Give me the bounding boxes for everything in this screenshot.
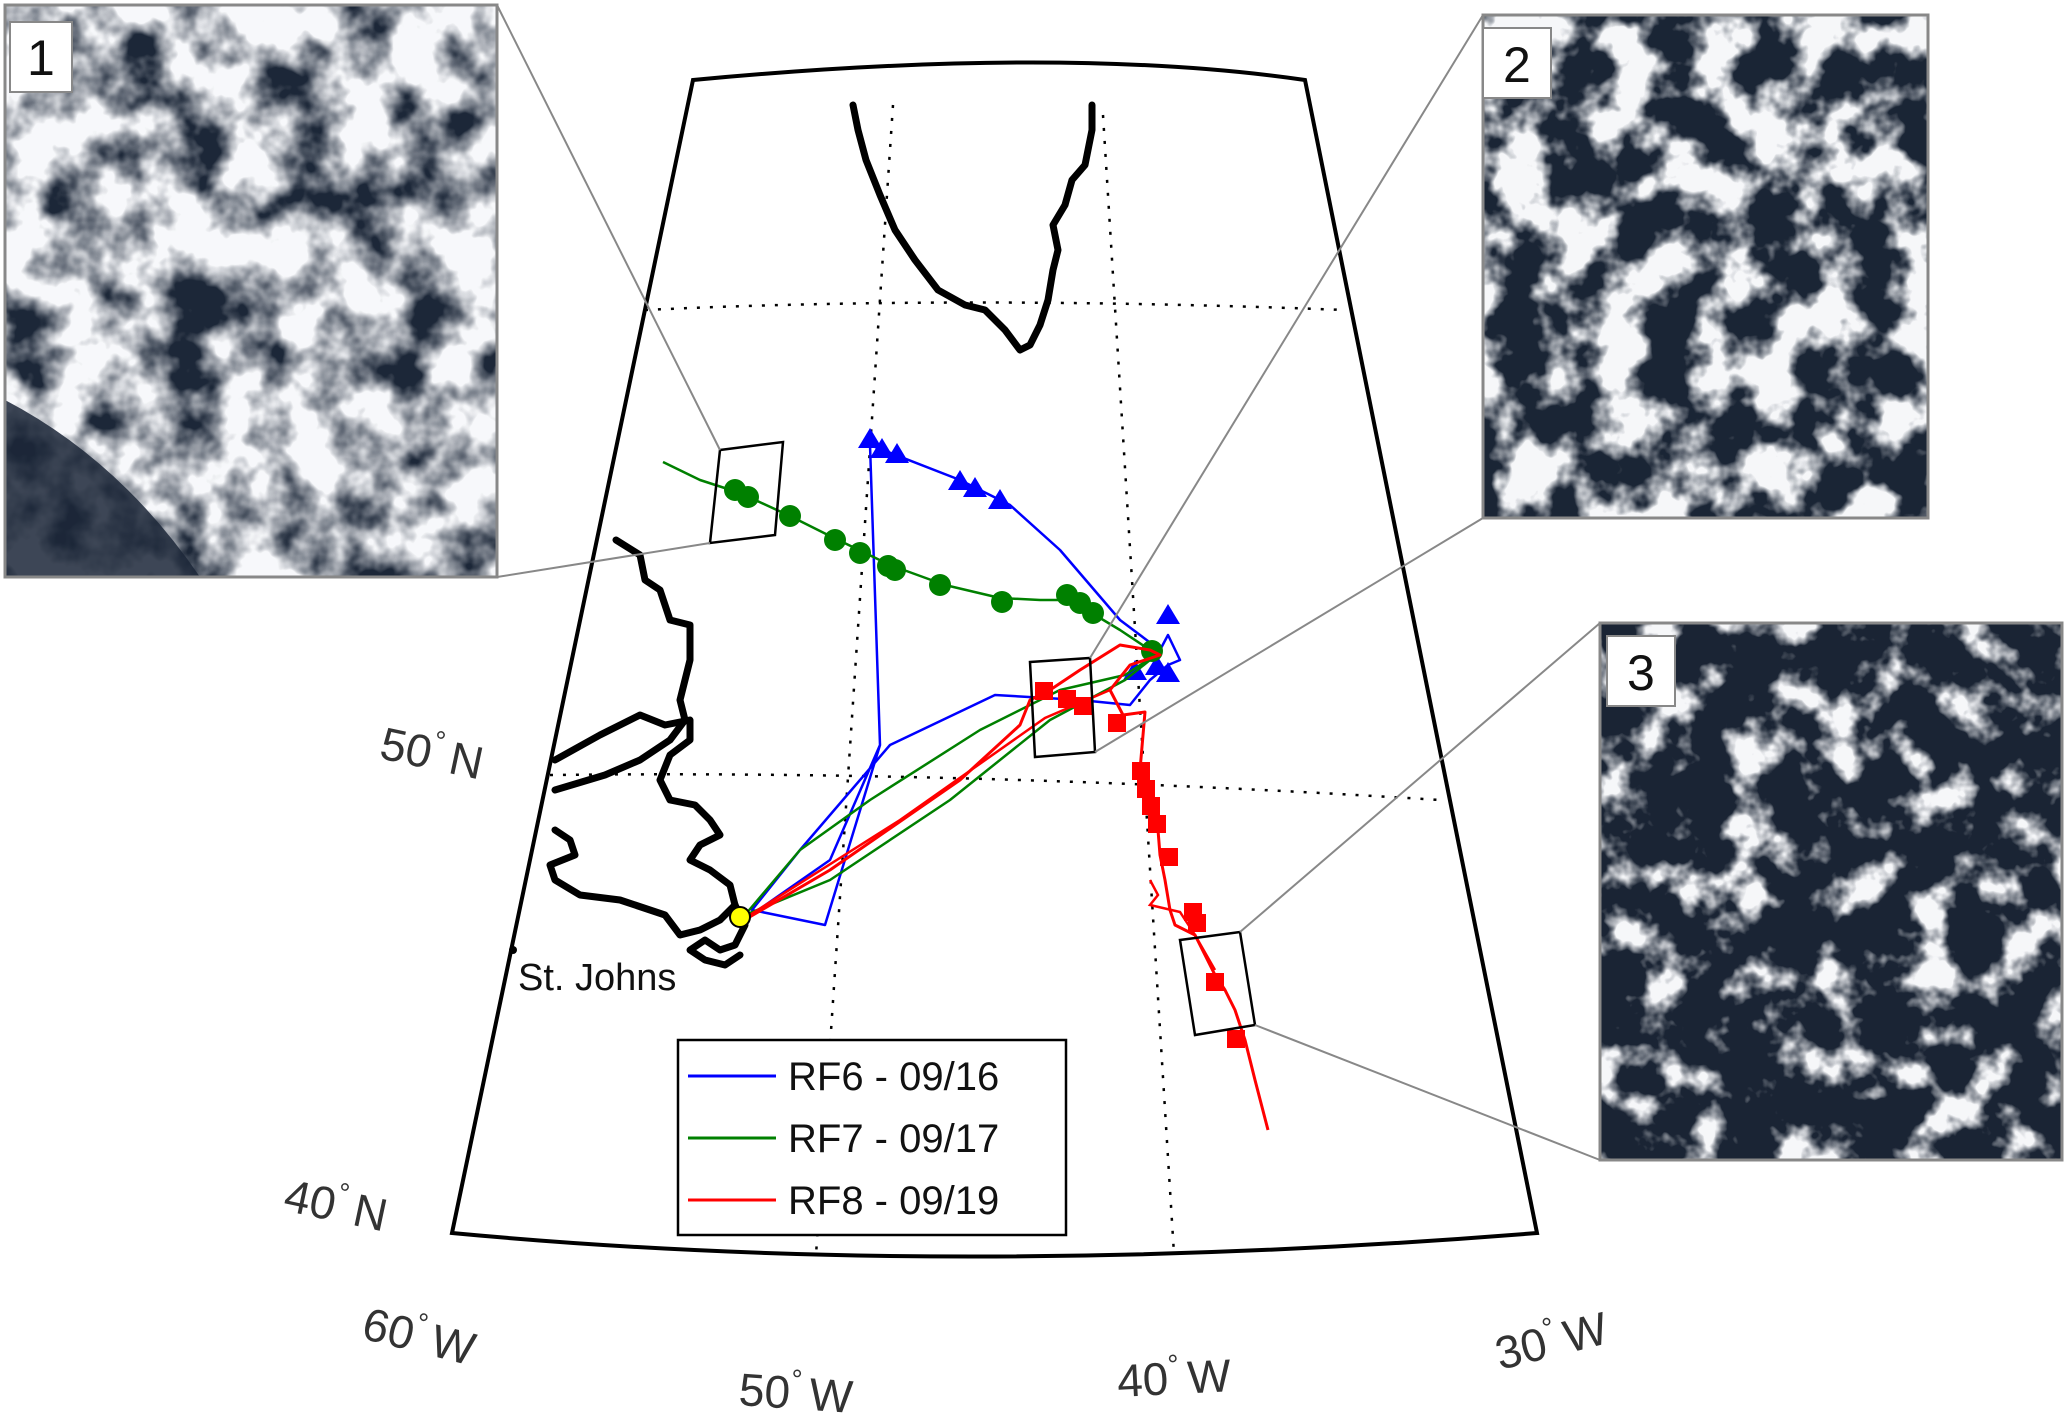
lat-label-40n-hemi: N (349, 1184, 392, 1242)
inset-1-connector (496, 4, 721, 451)
lat-label-50n-deg: 50 (376, 717, 437, 779)
inset-2: 2 (1481, 13, 1930, 520)
rf8-marker (1160, 848, 1178, 866)
rf7-marker (849, 542, 871, 564)
degree-mark: ° (1167, 1349, 1180, 1381)
track-rf8 (740, 643, 1270, 1131)
inset-3-clouds (1600, 623, 2062, 1160)
rf8-marker (1142, 797, 1160, 815)
city-label: St. Johns (518, 957, 676, 999)
inset-connectors (496, 4, 1601, 1161)
legend: RF6 - 09/16 RF7 - 09/17 RF8 - 09/19 (676, 1038, 1068, 1237)
rf8-marker (1132, 762, 1150, 780)
lon-label-40w: 40° W (1116, 1346, 1233, 1407)
lat-label-40n-deg: 40 (280, 1169, 341, 1231)
inset-3-connector (1239, 622, 1601, 933)
inset-2-frame (1481, 13, 1930, 520)
lon-label-30w-hemi: W (1558, 1302, 1613, 1363)
map-frame (449, 60, 1540, 1259)
rf6-marker (1145, 655, 1169, 675)
lon-label-60w-hemi: W (426, 1314, 481, 1375)
lon-label-60w: 60°W (358, 1294, 482, 1375)
rf8-marker (1188, 914, 1206, 932)
rf6-marker (858, 428, 882, 448)
lat-label-50n: 50°N (376, 714, 489, 789)
rf7-marker (991, 591, 1013, 613)
track-rf6 (740, 428, 1182, 927)
rf7-marker (779, 505, 801, 527)
lon-label-50w-deg: 50 (737, 1363, 792, 1417)
avalon-coastline (686, 901, 749, 969)
lon-label-30w-deg: 30 (1490, 1317, 1552, 1380)
inset-3-label-box (1606, 635, 1676, 707)
meridian-40w (1101, 114, 1177, 1257)
map-panel: St. Johns (449, 60, 1540, 1259)
inset-1-connector (496, 542, 711, 578)
rf6-marker (948, 470, 972, 490)
rf8-marker (1227, 1030, 1245, 1048)
inset-3-number: 3 (1627, 645, 1655, 701)
inset-2-clouds (1483, 15, 1928, 518)
lat-label-40n: 40°N (280, 1166, 393, 1241)
lon-label-40w-deg: 40 (1116, 1352, 1170, 1407)
st-johns-dot (509, 946, 517, 954)
inset-1: 1 (3, 3, 499, 579)
lon-label-50w: 50°W (737, 1360, 855, 1417)
labrador-coastline (551, 536, 694, 794)
parallel-60n (644, 301, 1346, 312)
lon-label-40w-hemi: W (1186, 1349, 1233, 1403)
lon-label-50w-hemi: W (808, 1368, 856, 1417)
lon-label-60w-deg: 60 (358, 1297, 420, 1360)
rf6-marker (963, 477, 987, 497)
inset-3: 3 (1598, 621, 2064, 1162)
rf6-marker (1156, 662, 1180, 682)
inset-3-frame (1598, 621, 2064, 1162)
legend-label-rf8: RF8 - 09/19 (788, 1179, 999, 1223)
newfoundland-coastline (546, 711, 739, 939)
rf7-marker (884, 559, 906, 581)
rf7-marker (737, 486, 759, 508)
inset-2-number: 2 (1503, 37, 1531, 93)
inset-1-label-box (9, 21, 73, 93)
inset-1-number: 1 (27, 30, 55, 86)
inset-2-label-box (1482, 27, 1552, 99)
rf6-marker (1156, 604, 1180, 624)
rf8-marker (1074, 697, 1092, 715)
origin-marker (729, 906, 751, 928)
rf8-marker (1137, 780, 1155, 798)
rf7-marker (929, 574, 951, 596)
rf8-marker (1058, 690, 1076, 708)
rf6-marker (988, 489, 1012, 509)
rf6-marker (870, 438, 894, 458)
inset-1-region (708, 440, 785, 545)
rf6-marker (885, 443, 909, 463)
legend-label-rf6: RF6 - 09/16 (788, 1055, 999, 1099)
rf8-marker (1108, 714, 1126, 732)
rf6-marker (1123, 660, 1147, 680)
rf8-marker (1148, 815, 1166, 833)
rf7-marker (1082, 602, 1104, 624)
inset-2-connector (1094, 517, 1484, 753)
lat-label-50n-hemi: N (445, 732, 488, 790)
rf7-marker (824, 529, 846, 551)
inset-1-frame (3, 3, 499, 579)
inset-2-connector (1089, 14, 1484, 659)
greenland-coastline (849, 101, 1096, 354)
inset-3-connector (1254, 1024, 1601, 1161)
degree-mark: ° (790, 1364, 803, 1396)
legend-label-rf7: RF7 - 09/17 (788, 1117, 999, 1161)
rf8-marker (1035, 682, 1053, 700)
inset-1-cloud-edge (5, 400, 200, 577)
lon-label-30w: 30°W (1489, 1299, 1613, 1380)
rf8-marker (1206, 973, 1224, 991)
graticule (549, 104, 1441, 1257)
